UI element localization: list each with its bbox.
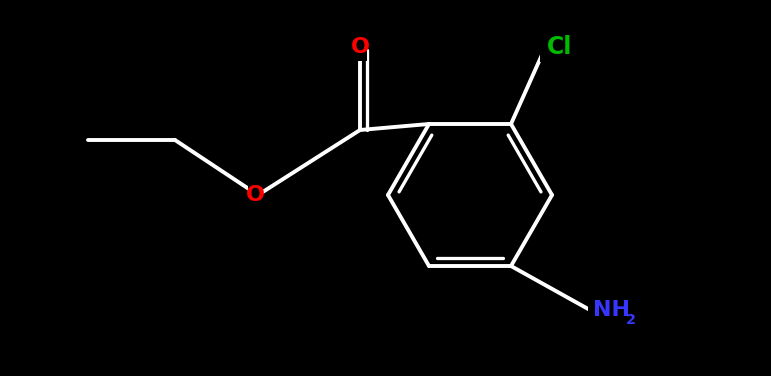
FancyBboxPatch shape	[353, 33, 367, 61]
Text: NH: NH	[593, 300, 630, 320]
Text: Cl: Cl	[547, 35, 572, 59]
FancyBboxPatch shape	[540, 34, 580, 62]
Text: 2: 2	[626, 313, 636, 327]
Text: O: O	[351, 37, 369, 57]
FancyBboxPatch shape	[588, 296, 643, 326]
Text: O: O	[245, 185, 264, 205]
FancyBboxPatch shape	[247, 181, 262, 209]
